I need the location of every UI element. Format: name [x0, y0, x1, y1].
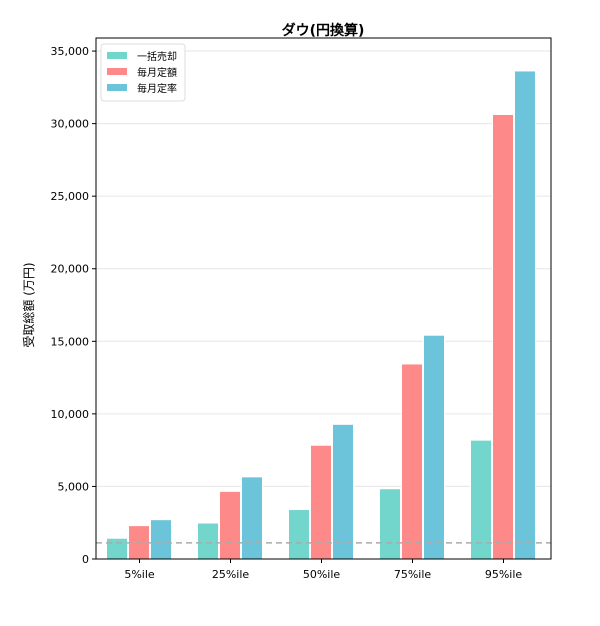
y-tick-label: 15,000 [51, 335, 90, 348]
bar-一括売却 [197, 522, 219, 560]
bar-毎月定額 [219, 490, 241, 560]
bar-一括売却 [470, 439, 492, 560]
x-tick-label: 50%ile [303, 568, 341, 581]
y-tick-label: 10,000 [51, 408, 90, 421]
x-tick-label: 5%ile [124, 568, 155, 581]
bar-毎月定率 [150, 519, 172, 560]
legend-label: 毎月定率 [137, 82, 177, 95]
y-tick-label: 0 [82, 553, 89, 566]
y-tick-label: 20,000 [51, 263, 90, 276]
bar-毎月定額 [401, 363, 423, 560]
bar-毎月定額 [492, 113, 514, 560]
bar-毎月定率 [423, 334, 445, 560]
legend-label: 毎月定額 [137, 66, 177, 79]
y-tick-label: 30,000 [51, 118, 90, 131]
y-axis-label: 受取総額 (万円) [22, 262, 36, 347]
bar-毎月定率 [241, 476, 263, 560]
x-tick-label: 95%ile [485, 568, 523, 581]
bar-一括売却 [379, 488, 401, 560]
plot-frame [95, 37, 552, 560]
bar-毎月定率 [514, 70, 536, 560]
legend-label: 一括売却 [137, 50, 177, 63]
bar-一括売却 [106, 537, 128, 560]
chart-title: ダウ(円換算) [282, 22, 365, 39]
legend-swatch [107, 68, 127, 75]
y-tick-label: 35,000 [51, 45, 90, 58]
bar-毎月定率 [332, 423, 354, 560]
x-tick-label: 25%ile [212, 568, 250, 581]
bar-一括売却 [288, 509, 310, 560]
y-tick-label: 25,000 [51, 190, 90, 203]
y-tick-label: 5,000 [58, 480, 90, 493]
legend-swatch [107, 52, 127, 59]
legend-swatch [107, 84, 127, 91]
bar-毎月定額 [310, 444, 332, 560]
x-tick-label: 75%ile [394, 568, 432, 581]
